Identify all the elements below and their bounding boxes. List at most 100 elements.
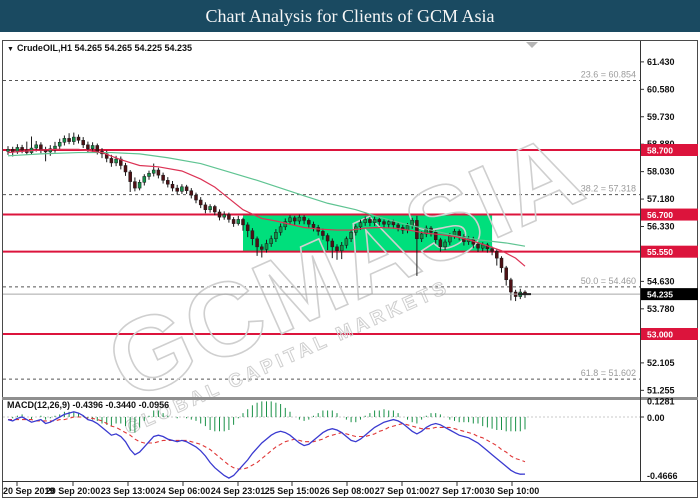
price-level-badge-label: 58.700 bbox=[647, 146, 673, 156]
candle-body bbox=[424, 227, 429, 235]
candle-body bbox=[396, 224, 400, 228]
chart-window-frame bbox=[2, 40, 698, 498]
time-tick-label: 26 Sep 08:00 bbox=[320, 486, 375, 496]
price-level-badge bbox=[641, 245, 698, 258]
candle-body bbox=[170, 183, 175, 189]
candle-body bbox=[133, 181, 137, 189]
price-level-badge bbox=[641, 144, 698, 156]
candle-body bbox=[6, 149, 10, 152]
candle-body bbox=[419, 233, 424, 240]
candle-body bbox=[292, 217, 297, 222]
candle-body bbox=[245, 224, 250, 231]
candle-body bbox=[302, 216, 306, 221]
candle-body bbox=[231, 219, 236, 224]
candle-body bbox=[509, 279, 513, 293]
candle-body bbox=[358, 222, 363, 228]
candle-body bbox=[189, 190, 194, 196]
candle-body bbox=[321, 231, 325, 236]
candle-body bbox=[335, 246, 339, 251]
time-tick-label: 24 Sep 23:01 bbox=[211, 486, 266, 496]
price-level-badge bbox=[641, 327, 698, 340]
price-level-badge-label: 56.700 bbox=[647, 210, 673, 220]
ma-fast-line bbox=[7, 148, 526, 267]
time-tick-label: 24 Sep 06:00 bbox=[156, 486, 211, 496]
candle-body bbox=[156, 169, 161, 176]
candle-body bbox=[180, 186, 184, 192]
candle-body bbox=[81, 140, 85, 146]
ma-slow-line bbox=[7, 151, 526, 247]
autoscroll-marker-icon bbox=[526, 42, 538, 48]
candle-body bbox=[255, 238, 259, 248]
candle-body bbox=[443, 241, 447, 248]
candle-body bbox=[490, 248, 494, 252]
candle-body bbox=[128, 171, 132, 182]
time-tick-label: 25 Sep 15:00 bbox=[265, 486, 320, 496]
candle-body bbox=[166, 180, 170, 185]
candle-body bbox=[288, 217, 292, 222]
candle-body bbox=[269, 238, 273, 244]
fibonacci-level-label: 61.8 = 51.602 bbox=[581, 368, 636, 378]
analysis-rectangle bbox=[243, 214, 493, 252]
candle-body bbox=[438, 239, 443, 248]
time-tick-label: 23 Sep 13:00 bbox=[101, 486, 156, 496]
candle-body bbox=[114, 158, 118, 164]
price-tick-label: 60.580 bbox=[647, 84, 675, 94]
candle-body bbox=[151, 169, 156, 174]
current-price-badge-label: 54.235 bbox=[647, 290, 673, 300]
candle-body bbox=[76, 136, 81, 141]
macd-axis-label: -0.4666 bbox=[647, 471, 678, 481]
macd-signal-line bbox=[8, 416, 526, 470]
candle-body bbox=[39, 144, 43, 151]
chevron-down-icon[interactable]: ▼ bbox=[7, 46, 14, 53]
time-tick-label: 20 Sep 2019 bbox=[3, 486, 55, 496]
candle-body bbox=[415, 220, 419, 240]
price-tick-label: 53.780 bbox=[647, 304, 675, 314]
price-level-badge-label: 55.550 bbox=[647, 247, 673, 257]
candle-body bbox=[62, 138, 67, 143]
fibonacci-level-label: 50.0 = 54.460 bbox=[581, 276, 636, 286]
symbol-ohlc-label[interactable]: ▼ CrudeOIL,H1 54.265 54.265 54.225 54.235 bbox=[7, 43, 192, 53]
candle-body bbox=[410, 220, 414, 226]
candle-body bbox=[109, 158, 114, 164]
price-level-badge bbox=[641, 208, 698, 221]
candle-body bbox=[377, 219, 382, 222]
fibonacci-level-label: 38.2 = 57.318 bbox=[581, 184, 636, 194]
price-tick-label: 61.430 bbox=[647, 57, 675, 67]
candle-body bbox=[147, 172, 151, 177]
candle-body bbox=[363, 219, 367, 223]
candle-body bbox=[283, 221, 288, 228]
candle-body bbox=[48, 148, 53, 153]
candle-body bbox=[57, 142, 62, 147]
fibonacci-level-label: 23.6 = 60.854 bbox=[581, 69, 636, 79]
candle-body bbox=[499, 257, 504, 269]
time-tick-label: 27 Sep 17:00 bbox=[430, 486, 485, 496]
candle-body bbox=[222, 214, 226, 218]
candle-body bbox=[504, 267, 508, 281]
candle-body bbox=[250, 230, 255, 240]
candle-body bbox=[368, 219, 372, 223]
candle-body bbox=[53, 145, 57, 149]
candle-body bbox=[372, 219, 377, 223]
candle-body bbox=[72, 136, 76, 142]
time-tick-label: 27 Sep 01:00 bbox=[375, 486, 430, 496]
candle-body bbox=[344, 238, 349, 246]
candle-body bbox=[123, 165, 128, 173]
candle-body bbox=[90, 145, 95, 149]
price-level-badge-label: 53.000 bbox=[647, 329, 673, 339]
candle-body bbox=[227, 214, 231, 220]
candle-body bbox=[278, 226, 283, 233]
candle-body bbox=[137, 182, 142, 189]
candle-body bbox=[307, 220, 311, 225]
candle-body bbox=[382, 221, 386, 225]
macd-indicator-label: MACD(12,26,9) -0.4396 -0.3440 -0.0956 bbox=[7, 400, 170, 410]
price-tick-label: 51.255 bbox=[647, 385, 675, 395]
candle-body bbox=[297, 216, 302, 222]
pane-divider bbox=[2, 397, 698, 400]
candle-body bbox=[391, 221, 396, 226]
candle-body bbox=[67, 138, 71, 142]
candle-body bbox=[217, 211, 222, 218]
candle-body bbox=[433, 232, 438, 240]
macd-axis-label: 0.1281 bbox=[647, 396, 675, 406]
